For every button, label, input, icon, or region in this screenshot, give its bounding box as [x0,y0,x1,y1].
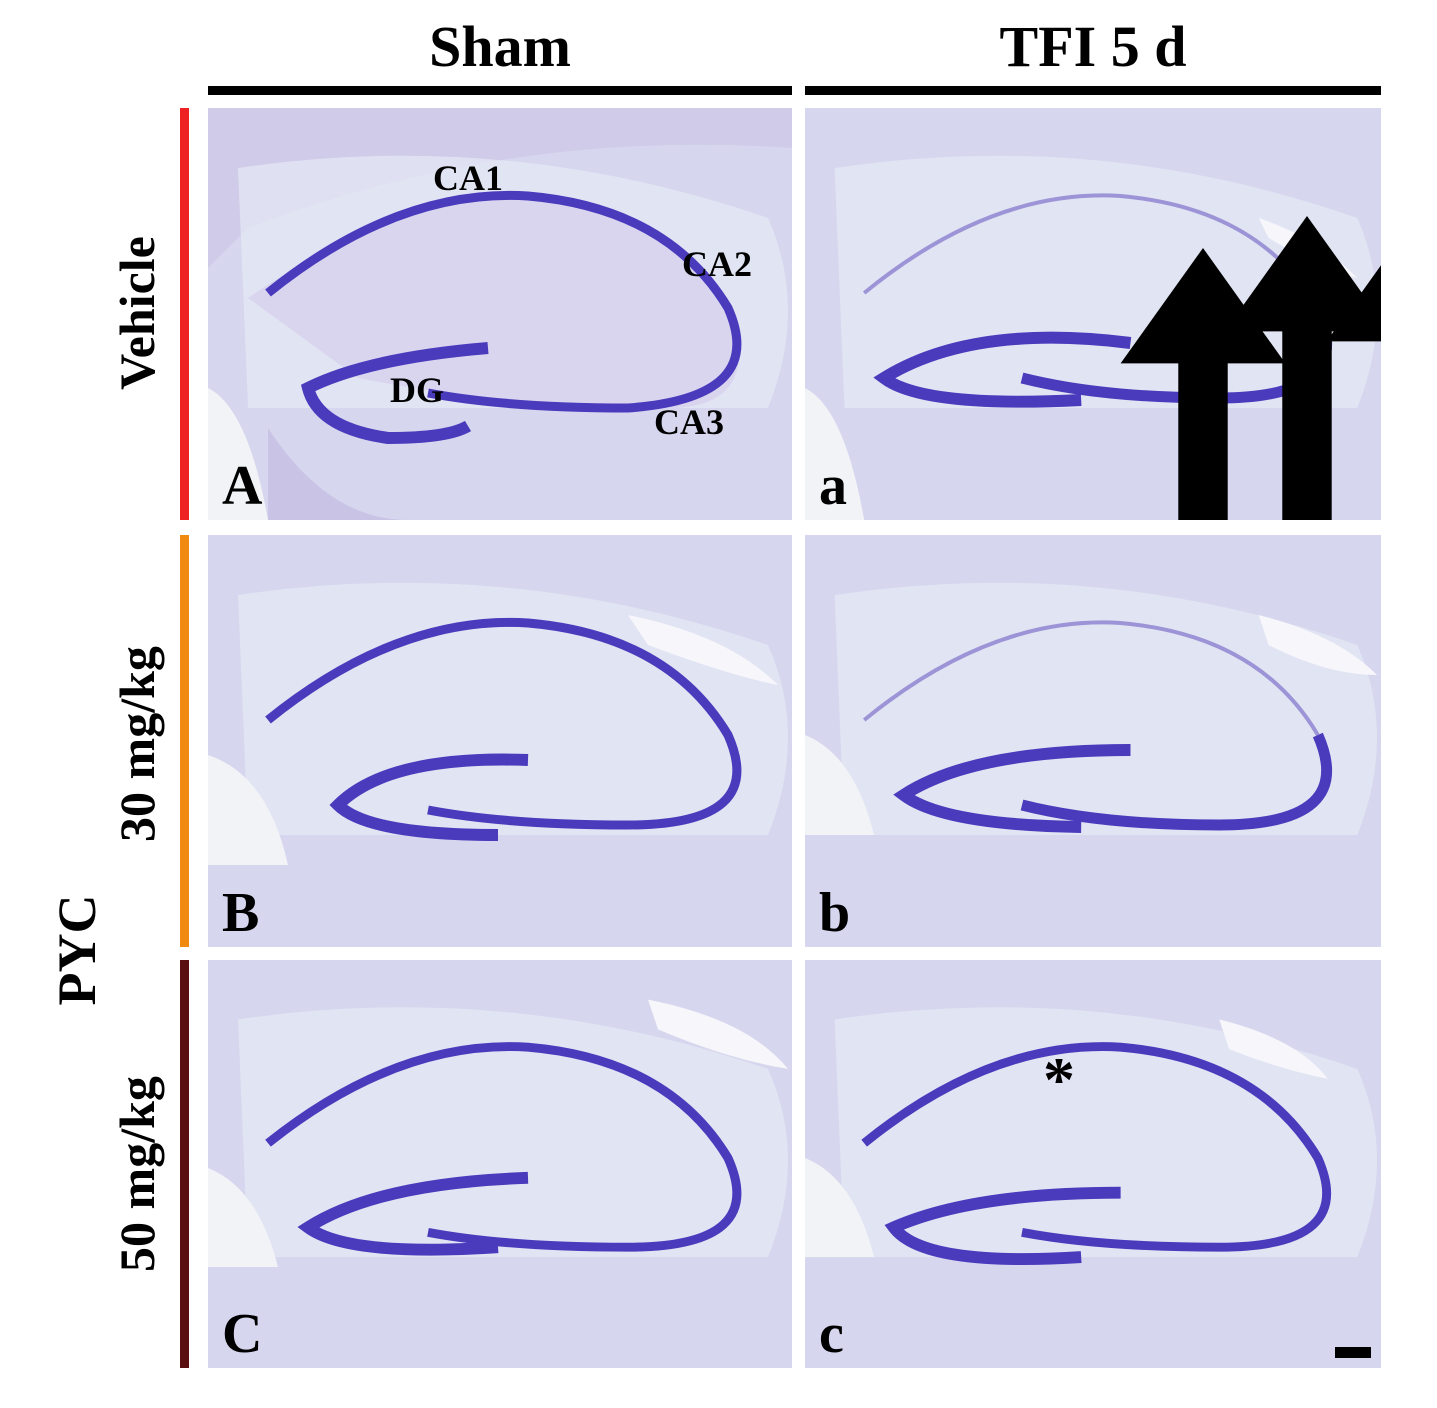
label-ca3: CA3 [654,402,724,442]
row-bar-vehicle [180,108,189,520]
panel-letter-B: B [222,882,260,944]
column-bar-sham [208,86,792,95]
hippocampus-image [208,108,792,520]
row-bar-50mgkg [180,960,189,1368]
asterisk-marker: * [1043,1044,1075,1115]
arrow-up-icon [1326,265,1381,342]
hippocampus-image [805,960,1381,1368]
label-ca2: CA2 [682,244,752,284]
row-bar-30mgkg [180,535,189,947]
row-label-30mgkg: 30 mg/kg [109,646,165,842]
panel-C: C [208,960,792,1368]
column-header-sham: Sham [429,14,571,79]
column-header-tfi: TFI 5 d [999,14,1187,79]
hippocampus-image [805,535,1381,947]
column-bar-tfi [805,86,1381,95]
hippocampus-image [208,535,792,947]
panel-letter-a: a [819,455,847,517]
panel-B: B [208,535,792,947]
group-label-pyc: PYC [47,894,107,1006]
panel-A: CA1 CA2 CA3 DG A [208,108,792,520]
panel-letter-C: C [222,1303,263,1365]
arrow-up-icon [1224,216,1381,520]
panel-a: a [805,108,1381,520]
scale-bar [1335,1347,1371,1358]
panel-letter-b: b [819,882,851,944]
row-label-50mgkg: 50 mg/kg [109,1076,165,1272]
hippocampus-image [208,960,792,1368]
panel-letter-c: c [819,1303,844,1365]
panel-letter-A: A [222,455,263,517]
row-label-vehicle: Vehicle [109,236,165,390]
label-dg: DG [390,370,444,410]
panel-b: b [805,535,1381,947]
label-ca1: CA1 [433,158,503,198]
panel-c: * c [805,960,1381,1368]
